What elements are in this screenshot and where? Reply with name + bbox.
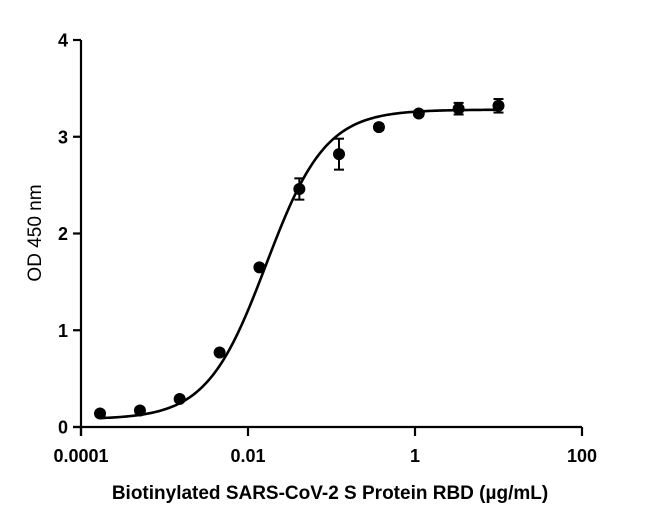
data-point bbox=[372, 121, 385, 134]
x-axis-title: Biotinylated SARS-CoV-2 S Protein RBD (µ… bbox=[112, 483, 548, 504]
data-points bbox=[94, 98, 505, 420]
y-tick-label: 0 bbox=[58, 418, 68, 438]
data-point bbox=[173, 392, 186, 405]
data-point bbox=[452, 101, 465, 116]
data-point bbox=[412, 107, 425, 120]
data-point bbox=[253, 261, 266, 274]
y-tick-label: 3 bbox=[58, 127, 68, 147]
data-point bbox=[333, 137, 346, 171]
fit-curve bbox=[99, 108, 499, 420]
axes: 0 1 2 3 4 0.0001 0.01 1 100 bbox=[53, 31, 597, 467]
data-point bbox=[293, 177, 306, 201]
circle-marker bbox=[372, 121, 385, 134]
data-point bbox=[133, 404, 146, 417]
x-tick-label: 1 bbox=[410, 446, 420, 466]
data-point bbox=[94, 407, 107, 420]
y-axis-title: OD 450 nm bbox=[25, 184, 46, 281]
circle-marker bbox=[133, 404, 146, 417]
y-tick-label: 1 bbox=[58, 321, 68, 341]
y-tick-label: 4 bbox=[58, 31, 68, 51]
circle-marker bbox=[452, 102, 465, 115]
circle-marker bbox=[333, 148, 346, 161]
circle-marker bbox=[293, 182, 306, 195]
x-tick-label: 100 bbox=[567, 446, 597, 466]
circle-marker bbox=[94, 407, 107, 420]
circle-marker bbox=[173, 392, 186, 405]
x-tick-label: 0.01 bbox=[230, 446, 265, 466]
circle-marker bbox=[253, 261, 266, 274]
circle-marker bbox=[412, 107, 425, 120]
circle-marker bbox=[213, 346, 226, 359]
circle-marker bbox=[492, 99, 505, 112]
data-point bbox=[213, 346, 226, 359]
data-point bbox=[492, 98, 505, 114]
y-tick-label: 2 bbox=[58, 224, 68, 244]
x-tick-label: 0.0001 bbox=[53, 446, 108, 466]
